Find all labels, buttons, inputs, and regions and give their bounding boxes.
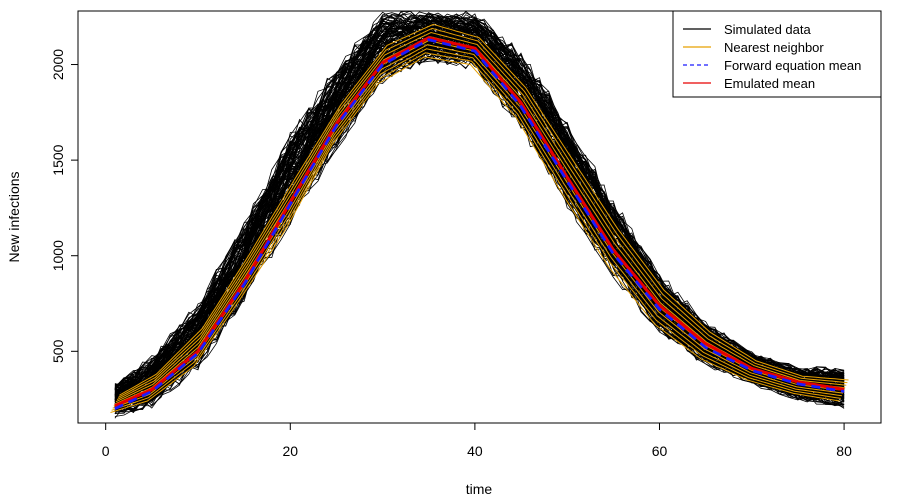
nearest-neighbor-curve <box>116 31 847 401</box>
x-axis-title: time <box>466 481 493 497</box>
simulated-trajectory <box>114 13 845 386</box>
nearest-neighbor-curve <box>114 40 845 405</box>
x-tick-label: 0 <box>102 443 110 459</box>
nearest-neighbor-curve <box>111 52 841 411</box>
y-tick-label: 500 <box>50 339 66 363</box>
simulated-trajectory <box>114 11 845 391</box>
legend: Simulated data Nearest neighbor Forward eq… <box>672 10 882 98</box>
x-tick-label: 80 <box>836 443 852 459</box>
x-tick-label: 60 <box>652 443 668 459</box>
y-tick-label: 2000 <box>50 49 66 80</box>
nearest-neighbor-curve <box>110 56 840 413</box>
x-axis: 0 20 40 60 80 <box>102 422 852 459</box>
series-forward-equation-mean <box>114 38 845 410</box>
plot-lines <box>110 11 849 419</box>
legend-label: Simulated data <box>724 22 811 37</box>
nearest-neighbor-curve <box>117 27 848 398</box>
y-axis: 500 1000 1500 2000 <box>50 49 79 363</box>
y-tick-label: 1500 <box>50 144 66 175</box>
x-tick-label: 20 <box>282 443 298 459</box>
legend-label: Emulated mean <box>724 76 815 91</box>
nearest-neighbor-curve <box>119 23 849 396</box>
y-tick-label: 1000 <box>50 240 66 271</box>
legend-label: Nearest neighbor <box>724 40 824 55</box>
legend-label: Forward equation mean <box>724 58 861 73</box>
x-tick-label: 40 <box>467 443 483 459</box>
y-axis-title: New infections <box>6 171 22 262</box>
simulated-trajectory <box>114 12 845 390</box>
simulated-trajectory <box>114 11 845 391</box>
